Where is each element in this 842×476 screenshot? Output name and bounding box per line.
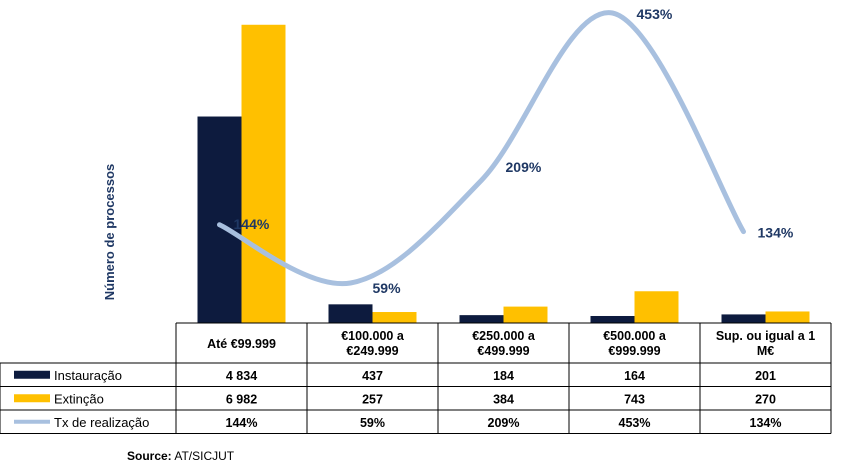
bar-instauracao-2 [459, 315, 504, 323]
category-label-1: €100.000 a [341, 329, 405, 343]
table-cell-2-3: 453% [619, 416, 651, 430]
category-label-2: €499.999 [477, 344, 529, 358]
category-label-2: €250.000 a [472, 329, 536, 343]
legend-key-0 [14, 370, 50, 379]
table-cell-1-1: 257 [362, 392, 383, 406]
table-cell-1-0: 6 982 [226, 392, 257, 406]
bar-instauracao-3 [590, 315, 635, 323]
legend-label-2: Tx de realização [54, 415, 149, 430]
line-tx-realizacao [217, 10, 746, 287]
bar-extincao-4 [765, 311, 810, 323]
category-label-4: Sup. ou igual a 1 [716, 329, 815, 343]
table-cell-0-3: 164 [624, 369, 645, 383]
category-label-3: €500.000 a [603, 329, 667, 343]
table-cell-2-1: 59% [360, 416, 385, 430]
category-label-4: M€ [757, 344, 774, 358]
table-cell-2-2: 209% [488, 416, 520, 430]
bar-extincao-3 [634, 291, 679, 323]
category-label-1: €249.999 [346, 344, 398, 358]
bar-instauracao-1 [328, 304, 373, 323]
category-label-0: Até €99.999 [207, 337, 276, 351]
source-note: Source: AT/SICJUT [127, 449, 234, 463]
line-label-2: 209% [506, 159, 542, 175]
bar-extincao-0 [241, 24, 286, 323]
bar-extincao-1 [372, 312, 417, 323]
bar-instauracao-0 [197, 116, 242, 324]
line-label-3: 453% [637, 6, 673, 22]
bar-extincao-2 [503, 306, 548, 323]
table-cell-0-1: 437 [362, 369, 383, 383]
source-text: AT/SICJUT [174, 449, 235, 463]
table-cell-0-2: 184 [493, 369, 514, 383]
table-cell-1-2: 384 [493, 392, 514, 406]
source-label: Source: [127, 449, 172, 463]
legend-key-1 [14, 394, 50, 403]
line-label-0: 144% [234, 216, 270, 232]
line-label-1: 59% [373, 280, 402, 296]
table-cell-0-4: 201 [755, 369, 776, 383]
table-cell-0-0: 4 834 [226, 369, 257, 383]
table-cell-1-3: 743 [624, 392, 645, 406]
table-cell-2-0: 144% [226, 416, 258, 430]
legend-label-1: Extinção [54, 391, 104, 406]
table-cell-2-4: 134% [750, 416, 782, 430]
bar-instauracao-4 [721, 314, 766, 323]
y-axis-label: Número de processos [102, 164, 117, 301]
legend-label-0: Instauração [54, 368, 122, 383]
line-label-4: 134% [758, 225, 794, 241]
category-label-3: €999.999 [608, 344, 660, 358]
table-cell-1-4: 270 [755, 392, 776, 406]
